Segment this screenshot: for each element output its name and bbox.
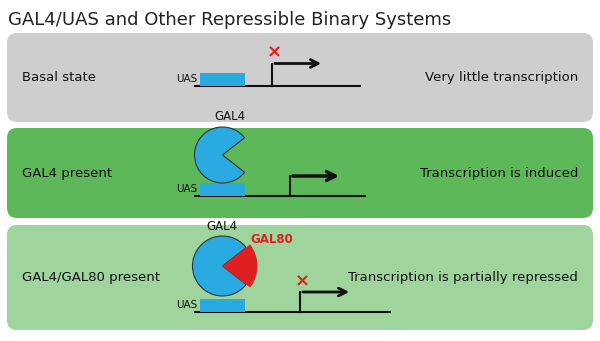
FancyBboxPatch shape bbox=[7, 225, 593, 330]
Text: GAL4: GAL4 bbox=[215, 110, 245, 123]
Text: GAL80: GAL80 bbox=[251, 233, 293, 246]
Text: GAL4: GAL4 bbox=[206, 220, 238, 233]
FancyBboxPatch shape bbox=[7, 33, 593, 122]
Wedge shape bbox=[193, 236, 246, 296]
Text: Transcription is partially repressed: Transcription is partially repressed bbox=[348, 271, 578, 284]
Text: GAL4 present: GAL4 present bbox=[22, 166, 112, 179]
Text: Basal state: Basal state bbox=[22, 71, 96, 84]
Text: ×: × bbox=[295, 272, 310, 290]
Text: Very little transcription: Very little transcription bbox=[425, 71, 578, 84]
Text: GAL4/UAS and Other Repressible Binary Systems: GAL4/UAS and Other Repressible Binary Sy… bbox=[8, 11, 451, 29]
Bar bbox=[200, 73, 245, 86]
Text: GAL4/GAL80 present: GAL4/GAL80 present bbox=[22, 271, 160, 284]
Text: UAS: UAS bbox=[176, 300, 197, 311]
Bar bbox=[200, 183, 245, 196]
Text: UAS: UAS bbox=[176, 74, 197, 84]
Text: UAS: UAS bbox=[176, 184, 197, 194]
Text: ×: × bbox=[266, 44, 281, 61]
Wedge shape bbox=[223, 244, 257, 287]
Text: Transcription is induced: Transcription is induced bbox=[419, 166, 578, 179]
Bar bbox=[200, 299, 245, 312]
FancyBboxPatch shape bbox=[7, 128, 593, 218]
Wedge shape bbox=[194, 127, 245, 183]
